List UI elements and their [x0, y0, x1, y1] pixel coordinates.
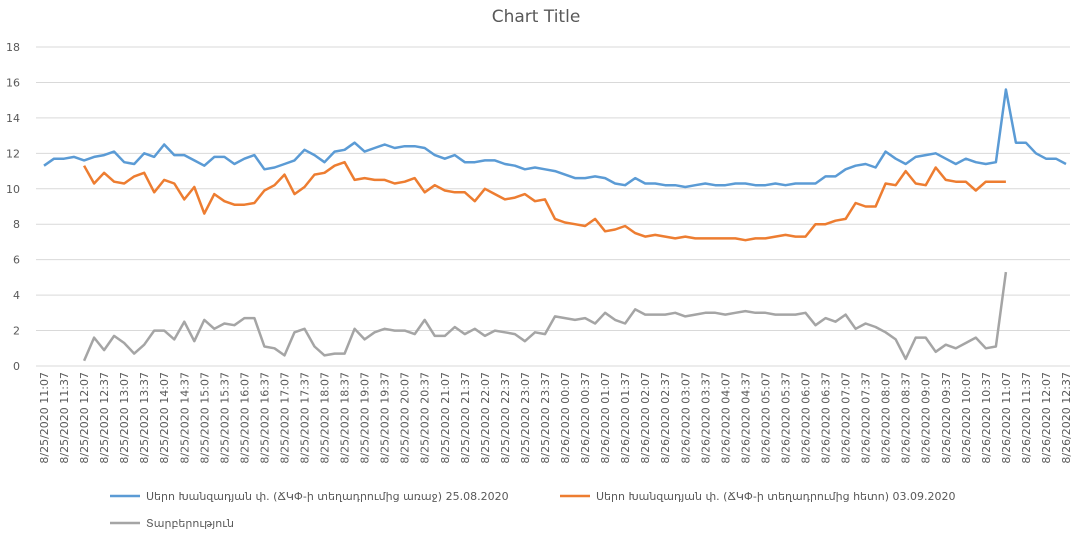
x-tick-label: 8/26/2020 06:37 [820, 372, 833, 464]
x-tick-label: 8/26/2020 08:07 [880, 372, 893, 464]
x-tick-label: 8/26/2020 09:37 [940, 372, 953, 464]
x-tick-label: 8/26/2020 10:37 [980, 372, 993, 464]
x-tick-label: 8/26/2020 12:07 [1040, 372, 1053, 464]
series-line [82, 271, 1008, 362]
x-tick-label: 8/25/2020 23:07 [519, 372, 532, 464]
x-tick-label: 8/26/2020 05:37 [779, 372, 792, 464]
y-tick-label: 2 [13, 325, 20, 338]
x-tick-label: 8/26/2020 12:37 [1060, 372, 1072, 464]
x-tick-label: 8/26/2020 00:07 [559, 372, 572, 464]
x-tick-label: 8/26/2020 07:07 [840, 372, 853, 464]
y-tick-label: 12 [6, 147, 20, 160]
x-tick-label: 8/25/2020 15:37 [218, 372, 231, 464]
x-tick-label: 8/26/2020 06:07 [799, 372, 812, 464]
x-tick-label: 8/25/2020 11:37 [58, 372, 71, 464]
x-tick-label: 8/25/2020 21:07 [439, 372, 452, 464]
x-tick-label: 8/25/2020 23:37 [539, 372, 552, 464]
x-tick-label: 8/25/2020 11:07 [38, 372, 51, 464]
x-tick-label: 8/25/2020 18:37 [339, 372, 352, 464]
legend-label: Սերո Խանզադյան փ. (ՃԿՓ-ի տեղադրումից հետ… [596, 490, 955, 503]
x-tick-label: 8/26/2020 02:07 [639, 372, 652, 464]
x-tick-label: 8/26/2020 00:37 [579, 372, 592, 464]
y-tick-label: 4 [13, 289, 20, 302]
x-tick-label: 8/26/2020 11:07 [1000, 372, 1013, 464]
legend-label: Սերո Խանզադյան փ. (ՃԿՓ-ի տեղադրումից առա… [146, 490, 509, 503]
x-tick-label: 8/25/2020 22:07 [479, 372, 492, 464]
x-tick-label: 8/25/2020 20:07 [399, 372, 412, 464]
x-tick-label: 8/25/2020 19:07 [359, 372, 372, 464]
x-tick-label: 8/26/2020 03:37 [699, 372, 712, 464]
x-tick-label: 8/25/2020 16:37 [258, 372, 271, 464]
y-tick-label: 16 [6, 76, 20, 89]
y-tick-label: 10 [6, 183, 20, 196]
x-tick-label: 8/26/2020 02:37 [659, 372, 672, 464]
y-tick-label: 18 [6, 41, 20, 54]
x-tick-label: 8/25/2020 14:37 [178, 372, 191, 464]
x-tick-label: 8/25/2020 13:07 [118, 372, 131, 464]
series-line [43, 88, 1067, 189]
chart-title: Chart Title [492, 7, 581, 27]
x-tick-label: 8/26/2020 05:07 [759, 372, 772, 464]
series-line [83, 160, 1006, 242]
x-tick-label: 8/25/2020 22:37 [499, 372, 512, 464]
x-tick-label: 8/26/2020 04:37 [739, 372, 752, 464]
x-tick-label: 8/25/2020 18:07 [319, 372, 332, 464]
x-tick-label: 8/25/2020 17:37 [299, 372, 312, 464]
x-tick-label: 8/25/2020 21:37 [459, 372, 472, 464]
x-tick-label: 8/25/2020 14:07 [158, 372, 171, 464]
y-tick-label: 8 [13, 218, 20, 231]
x-tick-label: 8/25/2020 15:07 [198, 372, 211, 464]
x-tick-label: 8/26/2020 04:07 [719, 372, 732, 464]
x-tick-label: 8/26/2020 09:07 [920, 372, 933, 464]
x-tick-label: 8/26/2020 07:37 [860, 372, 873, 464]
x-tick-label: 8/25/2020 20:37 [419, 372, 432, 464]
x-tick-label: 8/26/2020 01:07 [599, 372, 612, 464]
legend-label: Տարբերություն [146, 517, 234, 530]
x-tick-label: 8/25/2020 19:37 [379, 372, 392, 464]
y-tick-label: 14 [6, 112, 20, 125]
x-tick-label: 8/25/2020 12:37 [98, 372, 111, 464]
x-tick-label: 8/26/2020 10:07 [960, 372, 973, 464]
x-tick-label: 8/26/2020 08:37 [900, 372, 913, 464]
x-tick-label: 8/25/2020 12:07 [78, 372, 91, 464]
y-tick-label: 6 [13, 254, 20, 267]
x-tick-label: 8/25/2020 13:37 [138, 372, 151, 464]
x-tick-label: 8/25/2020 17:07 [278, 372, 291, 464]
y-tick-label: 0 [13, 360, 20, 373]
x-tick-label: 8/26/2020 01:37 [619, 372, 632, 464]
x-tick-label: 8/26/2020 03:07 [679, 372, 692, 464]
x-tick-label: 8/26/2020 11:37 [1020, 372, 1033, 464]
x-tick-label: 8/25/2020 16:07 [238, 372, 251, 464]
